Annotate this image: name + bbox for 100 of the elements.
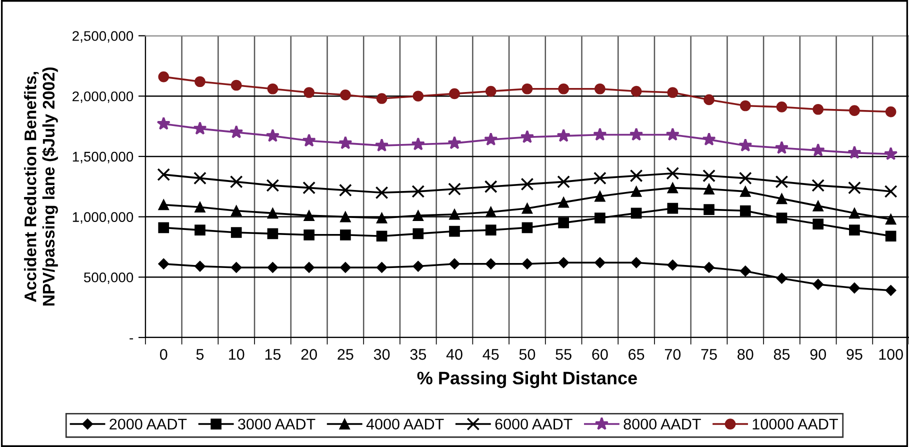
x-tick-label: 85 [774, 349, 790, 360]
point [776, 272, 788, 284]
point [157, 168, 170, 182]
point [412, 90, 424, 102]
point [485, 258, 496, 270]
point [776, 212, 788, 224]
point [630, 257, 642, 268]
point [667, 202, 678, 214]
legend-label: 3000 AADT [238, 418, 316, 430]
point [593, 128, 607, 141]
point [704, 94, 714, 106]
y-tick-label: 1,000,000 [72, 212, 134, 224]
point [558, 83, 569, 94]
point [449, 88, 460, 100]
point [812, 178, 825, 192]
point [304, 229, 314, 240]
x-tick-label: 20 [301, 349, 317, 360]
x-tick-label: 50 [519, 349, 536, 360]
point [704, 184, 714, 194]
x-tick-label: 25 [338, 349, 354, 360]
point [304, 210, 314, 222]
x-tick-label: 60 [592, 349, 608, 360]
point [667, 87, 678, 98]
point [194, 260, 206, 272]
point [594, 212, 606, 224]
point [666, 128, 680, 141]
x-tick-label: 0 [160, 349, 168, 360]
point [376, 230, 388, 242]
x-tick-label: 65 [628, 349, 644, 360]
point [558, 217, 569, 228]
point [522, 258, 533, 270]
point [267, 262, 278, 273]
point [849, 105, 860, 116]
point [448, 182, 461, 196]
point [266, 128, 280, 142]
point [267, 208, 278, 219]
point [848, 146, 862, 159]
point [302, 134, 316, 147]
y-tick-label: 500,000 [84, 272, 134, 284]
x-tick-label: 35 [410, 349, 426, 360]
point [520, 130, 534, 144]
point [193, 122, 207, 135]
point [740, 186, 751, 197]
point [449, 208, 460, 220]
point [884, 146, 898, 160]
point [302, 181, 316, 194]
point [667, 260, 678, 271]
point [885, 284, 896, 296]
point [630, 208, 642, 219]
point [484, 180, 498, 194]
point [412, 228, 424, 240]
x-tick-label: 10 [229, 349, 244, 360]
point [629, 128, 644, 141]
point [630, 169, 643, 182]
point [630, 186, 642, 197]
point [485, 206, 496, 218]
point [411, 137, 425, 150]
point [740, 100, 751, 112]
point [340, 262, 351, 273]
point [885, 230, 896, 242]
point [702, 169, 716, 182]
point [740, 205, 751, 216]
point [412, 210, 424, 222]
point [704, 262, 714, 273]
point [267, 228, 278, 240]
point [449, 226, 460, 237]
point [558, 257, 570, 268]
point [375, 186, 388, 200]
legend-label: 6000 AADT [495, 418, 572, 430]
x-tick-label: 95 [846, 349, 862, 360]
point [704, 204, 714, 215]
x-tick-label: 100 [879, 349, 903, 360]
point [194, 172, 206, 185]
point [304, 262, 315, 273]
point [230, 227, 242, 238]
point [376, 262, 388, 273]
x-tick-label: 55 [556, 349, 572, 360]
point [376, 93, 388, 104]
point [412, 260, 424, 272]
point [340, 211, 351, 222]
point [194, 202, 206, 213]
point [738, 138, 752, 152]
point [158, 258, 170, 270]
point [885, 214, 896, 225]
point [194, 224, 206, 236]
point [594, 190, 606, 202]
x-tick-label: 90 [810, 349, 826, 360]
point [156, 116, 170, 130]
x-tick-label: 15 [265, 349, 281, 360]
point [848, 181, 861, 194]
legend-label: 4000 AADT [366, 418, 444, 430]
point [230, 80, 242, 91]
point [194, 76, 206, 88]
point [812, 278, 824, 290]
point [849, 208, 860, 219]
point [374, 138, 389, 152]
point [774, 140, 789, 154]
point [812, 218, 824, 230]
x-tick-label: 80 [738, 349, 754, 360]
x-tick-label: 70 [664, 349, 681, 360]
